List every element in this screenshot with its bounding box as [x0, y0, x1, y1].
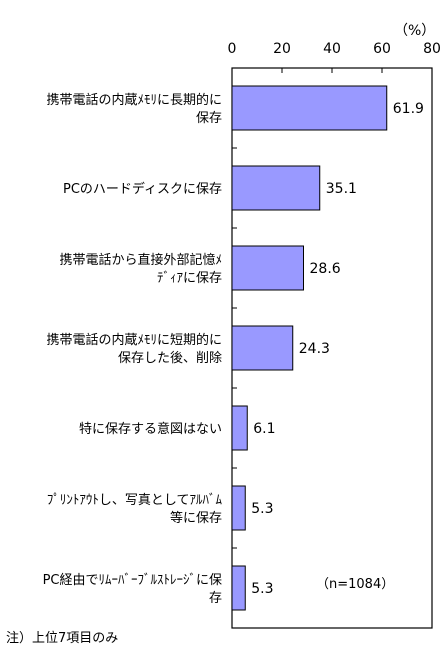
category-label: 特に保存する意図はない [79, 421, 222, 437]
category-label-line: 等に保存 [170, 510, 222, 526]
category-label-line: ﾃﾞｨｱに保存 [157, 271, 222, 286]
sample-size-label: （n=1084） [316, 577, 395, 592]
bar [231, 165, 321, 211]
bar [231, 85, 388, 131]
bar [231, 485, 246, 531]
category-label: 携帯電話から直接外部記憶ﾒ ﾃﾞｨｱに保存 [59, 252, 222, 286]
bar [231, 325, 294, 371]
category-label: PC経由でﾘﾑｰﾊﾞｰﾌﾞﾙｽﾄﾚｰｼﾞに保存 [43, 573, 222, 606]
value-label: 61.9 [393, 101, 424, 117]
category-label-line: 保存 [196, 111, 222, 126]
bar [231, 565, 246, 611]
value-label: 5.3 [251, 581, 273, 597]
x-tick-label: 0 [228, 41, 237, 57]
category-label-line: 特に保存する意図はない [79, 421, 222, 437]
unit-label: （%） [394, 23, 436, 39]
value-label: 5.3 [251, 501, 273, 517]
value-label: 24.3 [299, 341, 330, 357]
footnote: 注）上位7項目のみ [6, 631, 119, 646]
value-label: 35.1 [326, 181, 357, 197]
x-tick-label: 80 [423, 41, 440, 57]
category-label-line: ﾌﾟﾘﾝﾄｱｳﾄし、写真としてｱﾙﾊﾞﾑ [47, 493, 223, 508]
category-label-line: 携帯電話の内蔵ﾒﾓﾘに長期的に [46, 92, 222, 108]
x-tick-label: 40 [323, 41, 341, 57]
x-tick-label: 20 [273, 41, 291, 57]
bar [231, 245, 304, 291]
bar [231, 405, 248, 451]
category-label: 携帯電話の内蔵ﾒﾓﾘに長期的に保存 [46, 92, 222, 126]
category-label-line: PCのハードディスクに保存 [63, 181, 222, 197]
value-label: 6.1 [253, 421, 275, 437]
category-label: 携帯電話の内蔵ﾒﾓﾘに短期的に保存した後、削除 [46, 332, 222, 366]
category-label-line: 携帯電話の内蔵ﾒﾓﾘに短期的に [46, 332, 222, 348]
value-label: 28.6 [310, 261, 341, 277]
category-label: PCのハードディスクに保存 [63, 181, 222, 197]
category-label-line: 携帯電話から直接外部記憶ﾒ [59, 252, 222, 268]
x-tick-label: 60 [373, 41, 391, 57]
category-label-line: 存 [209, 591, 222, 606]
category-label-line: 保存した後、削除 [118, 351, 222, 366]
category-label-line: PC経由でﾘﾑｰﾊﾞｰﾌﾞﾙｽﾄﾚｰｼﾞに保 [43, 573, 222, 588]
category-label: ﾌﾟﾘﾝﾄｱｳﾄし、写真としてｱﾙﾊﾞﾑ 等に保存 [47, 493, 223, 526]
